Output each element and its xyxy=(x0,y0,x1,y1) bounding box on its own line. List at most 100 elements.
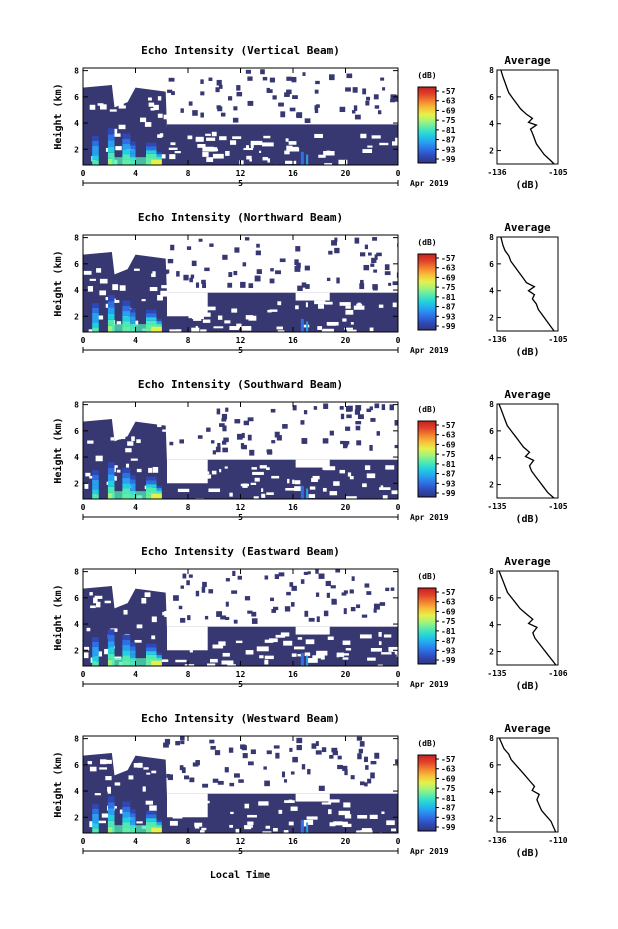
sparse-echo xyxy=(228,96,233,101)
missing-speck xyxy=(230,140,237,145)
sparse-echo xyxy=(395,759,398,764)
date-label: Apr 2019 xyxy=(410,179,449,188)
sparse-echo xyxy=(326,277,331,282)
missing-speck xyxy=(247,814,257,818)
colorbar-tick-label: -69 xyxy=(441,106,456,115)
missing-speck xyxy=(85,472,91,477)
sparse-echo xyxy=(374,254,378,260)
missing-speck xyxy=(176,329,182,332)
sparse-echo xyxy=(392,281,398,286)
missing-speck xyxy=(112,128,118,135)
missing-speck xyxy=(342,657,349,660)
average-frame xyxy=(496,403,559,499)
convective-streak xyxy=(130,141,136,146)
missing-speck xyxy=(175,659,187,663)
missing-speck xyxy=(195,326,198,329)
missing-speck xyxy=(218,641,226,646)
missing-speck xyxy=(148,467,153,473)
sparse-echo xyxy=(374,105,380,109)
convective-streak xyxy=(156,154,162,157)
sparse-echo xyxy=(360,279,364,286)
missing-speck xyxy=(322,487,327,492)
missing-speck xyxy=(99,278,108,284)
sparse-echo xyxy=(238,779,244,783)
sparse-echo xyxy=(315,569,319,574)
sparse-echo xyxy=(228,747,234,753)
missing-speck xyxy=(250,140,263,146)
average-y-tick-label: 6 xyxy=(489,761,494,770)
sparse-echo xyxy=(219,423,225,427)
missing-speck xyxy=(210,658,218,663)
convective-streak xyxy=(146,309,157,314)
missing-speck xyxy=(371,135,381,139)
convective-streak xyxy=(146,317,157,321)
sparse-echo xyxy=(292,756,298,763)
convective-streak xyxy=(92,136,99,141)
sparse-echo xyxy=(350,606,356,612)
sparse-echo xyxy=(266,750,272,755)
missing-speck xyxy=(249,159,252,162)
missing-speck xyxy=(323,466,336,471)
sparse-echo xyxy=(362,88,367,95)
missing-speck xyxy=(295,305,299,310)
missing-speck xyxy=(328,809,332,815)
sparse-echo xyxy=(329,430,334,436)
convective-streak xyxy=(146,814,157,819)
x-tick-label: 4 xyxy=(133,503,138,512)
missing-speck xyxy=(104,759,112,764)
missing-speck xyxy=(285,138,289,142)
missing-speck xyxy=(130,458,138,461)
missing-speck xyxy=(311,477,318,482)
sparse-echo xyxy=(355,421,362,425)
colorbar-tick-label: -99 xyxy=(441,489,456,498)
missing-speck xyxy=(151,635,156,640)
missing-speck xyxy=(268,638,278,643)
colorbar-tick-label: -75 xyxy=(441,450,456,459)
missing-speck xyxy=(197,143,206,148)
x-tick-label: 12 xyxy=(236,503,246,512)
sparse-echo xyxy=(220,112,226,117)
sparse-echo xyxy=(323,403,329,409)
sparse-echo xyxy=(351,576,355,581)
sparse-echo xyxy=(368,252,372,256)
sparse-echo xyxy=(355,425,361,431)
convective-streak xyxy=(146,651,157,655)
missing-speck xyxy=(288,821,294,826)
convective-streak xyxy=(156,485,162,489)
missing-speck xyxy=(266,492,274,495)
sparse-echo xyxy=(167,258,174,264)
sparse-echo xyxy=(367,778,372,784)
missing-speck xyxy=(131,436,135,442)
convective-streak xyxy=(92,150,99,156)
y-tick-label: 8 xyxy=(74,67,79,76)
missing-speck xyxy=(141,597,147,604)
missing-speck xyxy=(164,610,168,617)
x-tick-label: 0 xyxy=(396,169,401,178)
sparse-echo xyxy=(335,569,341,573)
missing-speck xyxy=(168,147,178,150)
missing-speck xyxy=(370,648,382,652)
sparse-echo xyxy=(374,403,380,409)
x-tick-label: 0 xyxy=(81,336,86,345)
surface-peak xyxy=(151,159,162,165)
y-axis-label: Height (km) xyxy=(52,417,64,483)
missing-speck xyxy=(175,478,184,482)
missing-gap xyxy=(295,459,330,468)
missing-speck xyxy=(145,800,154,805)
date-label: Apr 2019 xyxy=(410,680,449,689)
convective-streak xyxy=(92,160,99,165)
convective-streak xyxy=(122,472,131,479)
sparse-echo xyxy=(206,427,211,432)
sparse-echo xyxy=(303,571,309,575)
missing-speck xyxy=(353,305,365,310)
panel-title: Echo Intensity (Northward Beam) xyxy=(138,211,343,224)
sparse-echo xyxy=(270,408,276,413)
panel-1: Echo Intensity (Northward Beam) 2 4 6 8 Heigh… xyxy=(52,211,568,358)
x-tick-label: 12 xyxy=(236,169,246,178)
convective-streak xyxy=(130,320,136,325)
surface-peak xyxy=(151,827,162,833)
sparse-echo xyxy=(188,574,193,578)
missing-speck xyxy=(112,465,118,468)
sparse-echo xyxy=(326,592,330,598)
convective-streak xyxy=(107,814,115,821)
